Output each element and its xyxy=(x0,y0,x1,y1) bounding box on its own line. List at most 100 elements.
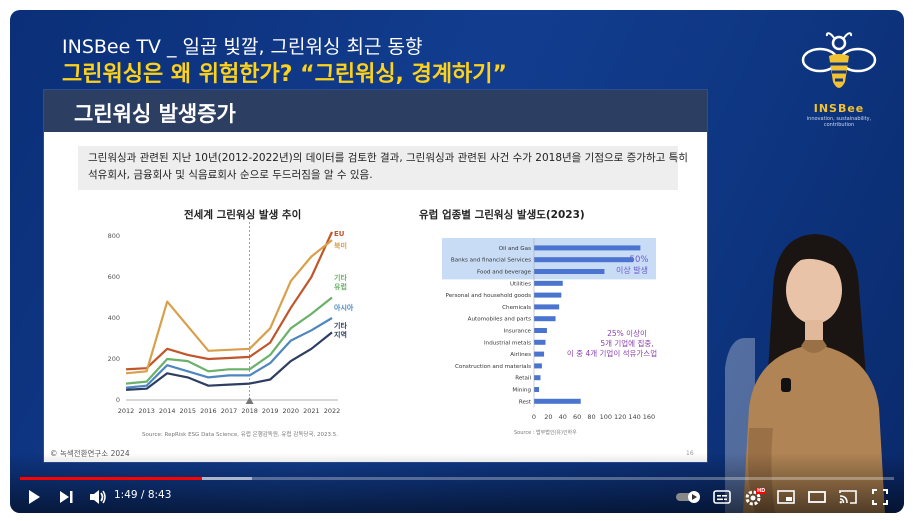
slide-summary: 그린워싱과 관련된 지난 10년(2012-2022년)의 데이터를 검토한 결… xyxy=(78,146,688,190)
x-tick-label: 2016 xyxy=(200,407,217,415)
fullscreen-button[interactable] xyxy=(868,487,892,507)
category-label: Personal and household goods xyxy=(446,293,532,299)
x-tick-label: 2019 xyxy=(262,407,279,415)
bar xyxy=(534,328,547,333)
y-tick-label: 200 xyxy=(108,355,120,363)
legend-label: 기타 지역 xyxy=(334,321,347,339)
category-label: Rest xyxy=(519,399,532,405)
line-chart-title: 전세계 그린워싱 발생 추이 xyxy=(184,209,302,221)
bar xyxy=(534,339,546,345)
x-tick-label: 120 xyxy=(614,413,626,421)
subtitles-button[interactable] xyxy=(710,487,734,507)
time-separator: / xyxy=(137,489,148,501)
series-line xyxy=(125,239,333,375)
slide-header: 그린워싱 발생증가 xyxy=(44,90,707,132)
category-label: Banks and financial Services xyxy=(451,258,531,264)
x-tick-label: 2014 xyxy=(159,407,176,415)
miniplayer-button[interactable] xyxy=(774,487,798,507)
presentation-slide: 그린워싱 발생증가 그린워싱과 관련된 지난 10년(2012-2022년)의 … xyxy=(44,90,707,462)
marker-triangle xyxy=(245,397,254,404)
legend-label: 기타 유럽 xyxy=(334,273,347,291)
x-tick-label: 60 xyxy=(573,413,581,421)
progress-bar[interactable] xyxy=(20,477,894,480)
bar xyxy=(534,292,562,298)
autoplay-toggle-icon xyxy=(676,491,700,503)
series-line xyxy=(125,317,333,389)
insbee-logo: INSBee innovation, sustainability, contr… xyxy=(796,30,882,128)
gear-icon xyxy=(745,490,761,506)
category-label: Oil and Gas xyxy=(499,246,531,252)
brand-name: INSBee xyxy=(813,102,865,115)
brand-tagline: innovation, sustainability, contribution xyxy=(806,116,872,128)
series-line xyxy=(125,296,333,385)
category-label: Construction and materials xyxy=(455,364,531,370)
cast-icon xyxy=(839,490,857,504)
x-tick-label: 140 xyxy=(628,413,640,421)
series-line xyxy=(125,331,333,391)
annotation-top-2: 이상 발생 xyxy=(616,265,648,275)
play-icon xyxy=(29,490,40,504)
bar-chart: Oil and Gas Banks and financial Services F… xyxy=(442,238,657,421)
x-tick-label: 2021 xyxy=(303,407,320,415)
theater-mode-button[interactable] xyxy=(805,487,829,507)
bar xyxy=(534,257,634,263)
video-player[interactable]: INSBee TV _ 일곱 빛깔, 그린워싱 최근 동향 그린워싱은 왜 위험… xyxy=(10,10,904,513)
video-title-line2: 그린워싱은 왜 위험한가? “그린워싱, 경계하기” xyxy=(62,62,507,87)
bar xyxy=(534,351,545,357)
legend-label: 북미 xyxy=(334,241,347,250)
x-tick-label: 40 xyxy=(559,413,567,421)
video-title-line1: INSBee TV _ 일곱 빛깔, 그린워싱 최근 동향 xyxy=(62,36,423,58)
y-tick-label: 400 xyxy=(108,314,120,322)
skip-next-icon xyxy=(60,491,73,503)
summary-line-2: 석유회사, 금융회사 및 식음료회사 순으로 두드러짐을 알 수 있음. xyxy=(88,169,373,181)
bar-chart-source: Source : 법무법인(유)인하우 xyxy=(514,430,577,436)
controls-gradient xyxy=(10,453,904,513)
play-button[interactable] xyxy=(22,487,46,507)
category-label: Mining xyxy=(512,388,531,394)
category-label: Utilities xyxy=(510,281,531,287)
y-tick-label: 600 xyxy=(108,273,120,281)
x-tick-label: 160 xyxy=(643,413,655,421)
legend-label-word: 북미 xyxy=(334,241,347,250)
progress-played xyxy=(20,477,202,480)
line-chart-source: Source: RepRisk ESG Data Science, 유럽 은행감… xyxy=(142,432,339,438)
legend-label-word: 아시아 xyxy=(334,303,354,312)
legend-label-word: 지역 xyxy=(334,330,347,339)
bar xyxy=(534,269,605,274)
legend-label: EU xyxy=(334,230,345,238)
autoplay-toggle[interactable] xyxy=(674,487,702,507)
category-label: Chemicals xyxy=(502,305,531,311)
bee-icon xyxy=(801,32,877,88)
bar xyxy=(534,398,581,404)
category-label: Insurance xyxy=(504,329,532,335)
volume-icon xyxy=(90,490,106,504)
settings-button[interactable]: HD xyxy=(742,487,767,507)
x-tick-label: 2018 xyxy=(241,407,258,415)
fullscreen-icon xyxy=(872,489,888,505)
next-button[interactable] xyxy=(54,487,78,507)
category-label: Automobiles and parts xyxy=(468,317,531,323)
x-tick-label: 80 xyxy=(587,413,595,421)
subtitles-icon xyxy=(713,490,731,504)
x-tick-label: 2012 xyxy=(118,407,135,415)
x-tick-label: 100 xyxy=(600,413,612,421)
category-label: Industrial metals xyxy=(484,340,531,346)
bar xyxy=(534,375,541,381)
annotation-mid-3: 이 중 4개 기업이 석유가스업 xyxy=(567,348,657,358)
volume-button[interactable] xyxy=(86,487,110,507)
legend-label-word: EU xyxy=(334,230,345,238)
x-tick-label: 20 xyxy=(544,413,552,421)
annotation-mid-1: 25% 이상이 xyxy=(607,328,647,338)
bar xyxy=(534,387,540,392)
bar xyxy=(534,245,641,251)
duration: 8:43 xyxy=(147,489,172,501)
theater-mode-icon xyxy=(808,491,826,503)
y-tick-label: 0 xyxy=(116,396,120,404)
legend-label-word: 기타 xyxy=(334,273,347,282)
annotation-mid-2: 5개 기업에 집중, xyxy=(600,338,653,348)
x-tick-label: 0 xyxy=(532,413,536,421)
series-line xyxy=(125,231,334,371)
cast-button[interactable] xyxy=(836,487,860,507)
miniplayer-icon xyxy=(777,490,795,504)
